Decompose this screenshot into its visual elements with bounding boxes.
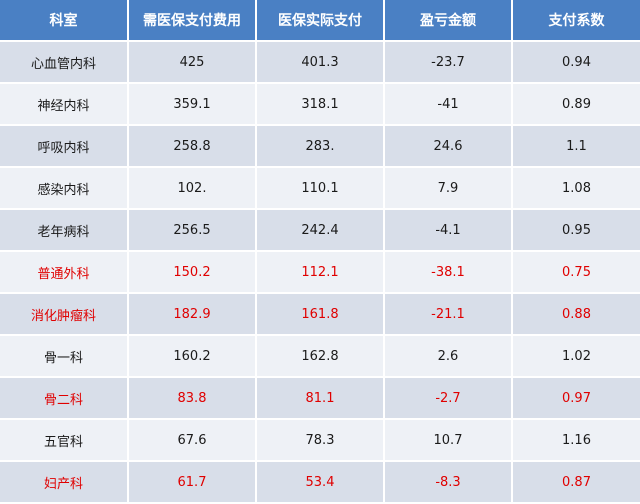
header-actual-payment: 医保实际支付 bbox=[256, 0, 385, 42]
table-row: 骨一科 160.2 162.8 2.6 1.02 bbox=[0, 335, 640, 378]
cell-actual-payment: 112.1 bbox=[256, 251, 385, 294]
cell-payment-ratio: 0.89 bbox=[512, 83, 640, 126]
cell-profit-loss: -38.1 bbox=[384, 251, 513, 294]
cell-profit-loss: 2.6 bbox=[384, 335, 513, 378]
cell-payment-ratio: 0.88 bbox=[512, 293, 640, 336]
cell-profit-loss: -2.7 bbox=[384, 377, 513, 420]
cell-profit-loss: -41 bbox=[384, 83, 513, 126]
cell-actual-payment: 81.1 bbox=[256, 377, 385, 420]
cell-payment-ratio: 1.1 bbox=[512, 125, 640, 168]
cell-profit-loss: 24.6 bbox=[384, 125, 513, 168]
cell-department: 妇产科 bbox=[0, 461, 129, 504]
cell-department: 呼吸内科 bbox=[0, 125, 129, 168]
cell-profit-loss: 7.9 bbox=[384, 167, 513, 210]
table-row: 普通外科 150.2 112.1 -38.1 0.75 bbox=[0, 251, 640, 294]
table-row: 呼吸内科 258.8 283. 24.6 1.1 bbox=[0, 125, 640, 168]
cell-required-payment: 102. bbox=[128, 167, 257, 210]
cell-actual-payment: 161.8 bbox=[256, 293, 385, 336]
cell-required-payment: 150.2 bbox=[128, 251, 257, 294]
table-row: 五官科 67.6 78.3 10.7 1.16 bbox=[0, 419, 640, 462]
cell-profit-loss: -4.1 bbox=[384, 209, 513, 252]
cell-payment-ratio: 0.95 bbox=[512, 209, 640, 252]
table-row: 神经内科 359.1 318.1 -41 0.89 bbox=[0, 83, 640, 126]
cell-payment-ratio: 1.16 bbox=[512, 419, 640, 462]
cell-payment-ratio: 0.75 bbox=[512, 251, 640, 294]
cell-department: 消化肿瘤科 bbox=[0, 293, 129, 336]
cell-actual-payment: 401.3 bbox=[256, 41, 385, 84]
cell-payment-ratio: 1.08 bbox=[512, 167, 640, 210]
cell-department: 骨一科 bbox=[0, 335, 129, 378]
cell-required-payment: 61.7 bbox=[128, 461, 257, 504]
cell-department: 五官科 bbox=[0, 419, 129, 462]
cell-department: 神经内科 bbox=[0, 83, 129, 126]
cell-profit-loss: -23.7 bbox=[384, 41, 513, 84]
cell-actual-payment: 242.4 bbox=[256, 209, 385, 252]
table-row: 感染内科 102. 110.1 7.9 1.08 bbox=[0, 167, 640, 210]
cell-department: 骨二科 bbox=[0, 377, 129, 420]
cell-payment-ratio: 0.97 bbox=[512, 377, 640, 420]
header-required-payment: 需医保支付费用 bbox=[128, 0, 257, 42]
cell-actual-payment: 78.3 bbox=[256, 419, 385, 462]
header-profit-loss: 盈亏金额 bbox=[384, 0, 513, 42]
table-row: 老年病科 256.5 242.4 -4.1 0.95 bbox=[0, 209, 640, 252]
table-row: 心血管内科 425 401.3 -23.7 0.94 bbox=[0, 41, 640, 84]
cell-required-payment: 425 bbox=[128, 41, 257, 84]
cell-required-payment: 67.6 bbox=[128, 419, 257, 462]
cell-actual-payment: 110.1 bbox=[256, 167, 385, 210]
cell-profit-loss: -8.3 bbox=[384, 461, 513, 504]
header-department: 科室 bbox=[0, 0, 129, 42]
table-body: 心血管内科 425 401.3 -23.7 0.94 神经内科 359.1 318.1 -41 0… bbox=[0, 41, 640, 504]
cell-department: 老年病科 bbox=[0, 209, 129, 252]
header-payment-ratio: 支付系数 bbox=[512, 0, 640, 42]
cell-payment-ratio: 0.94 bbox=[512, 41, 640, 84]
table-row: 妇产科 61.7 53.4 -8.3 0.87 bbox=[0, 461, 640, 504]
cell-actual-payment: 318.1 bbox=[256, 83, 385, 126]
cell-required-payment: 160.2 bbox=[128, 335, 257, 378]
cell-department: 普通外科 bbox=[0, 251, 129, 294]
cell-payment-ratio: 1.02 bbox=[512, 335, 640, 378]
cell-required-payment: 359.1 bbox=[128, 83, 257, 126]
cell-required-payment: 256.5 bbox=[128, 209, 257, 252]
table-row: 消化肿瘤科 182.9 161.8 -21.1 0.88 bbox=[0, 293, 640, 336]
cell-department: 感染内科 bbox=[0, 167, 129, 210]
cell-actual-payment: 162.8 bbox=[256, 335, 385, 378]
cell-payment-ratio: 0.87 bbox=[512, 461, 640, 504]
cell-required-payment: 83.8 bbox=[128, 377, 257, 420]
cell-actual-payment: 53.4 bbox=[256, 461, 385, 504]
header-row: 科室 需医保支付费用 医保实际支付 盈亏金额 支付系数 bbox=[0, 0, 640, 42]
table-row: 骨二科 83.8 81.1 -2.7 0.97 bbox=[0, 377, 640, 420]
cell-required-payment: 258.8 bbox=[128, 125, 257, 168]
cell-profit-loss: 10.7 bbox=[384, 419, 513, 462]
cell-department: 心血管内科 bbox=[0, 41, 129, 84]
cell-profit-loss: -21.1 bbox=[384, 293, 513, 336]
cell-actual-payment: 283. bbox=[256, 125, 385, 168]
cell-required-payment: 182.9 bbox=[128, 293, 257, 336]
